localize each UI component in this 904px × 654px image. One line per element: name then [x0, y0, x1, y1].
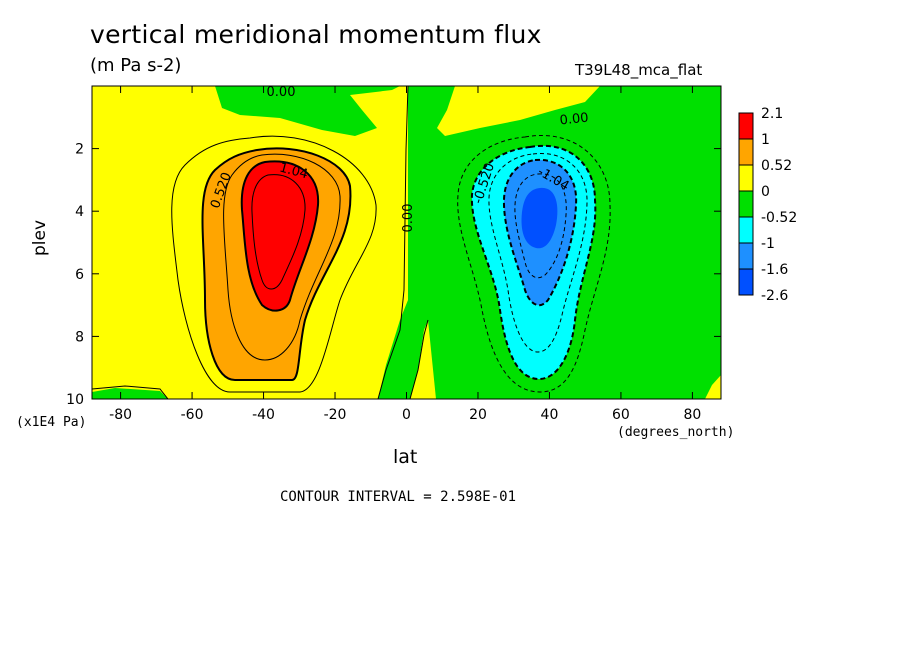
- contour-0.26: [171, 135, 377, 393]
- legend-swatch: [738, 216, 754, 244]
- legend-swatch: [738, 112, 754, 140]
- chart-units: (m Pa s-2): [90, 55, 182, 76]
- legend-label: 0.52: [761, 158, 792, 174]
- legend-swatch: [738, 190, 754, 218]
- positive-core-1: [241, 161, 319, 311]
- x-axis-label: lat: [393, 446, 418, 468]
- contour-0.520: [201, 147, 352, 381]
- x-tick-label: 40: [541, 407, 559, 423]
- contour-label: 0.00: [559, 111, 589, 129]
- contour-0.78: [223, 153, 341, 361]
- legend-swatch: [738, 138, 754, 166]
- northern-positive-patch: [437, 86, 600, 136]
- legend-label: -0.52: [761, 210, 797, 226]
- y-tick-label: 6: [75, 267, 84, 283]
- legend-label: -1: [761, 236, 775, 252]
- chart-title: vertical meridional momentum flux: [90, 20, 542, 49]
- legend-label: 1: [761, 132, 770, 148]
- contour-label: 1.04: [278, 160, 310, 182]
- contour-neg-0.26: [457, 135, 611, 393]
- x-axis-units: (degrees_north): [617, 425, 735, 440]
- x-tick-label: 20: [469, 407, 487, 423]
- x-tick-label: -20: [324, 407, 347, 423]
- equator-positive-strip: [410, 320, 436, 399]
- x-tick-label: -40: [252, 407, 275, 423]
- legend-swatch: [738, 242, 754, 270]
- legend-label: 2.1: [761, 106, 783, 122]
- contour-bottom-zero: [92, 385, 169, 399]
- x-axis: -80 -60 -40 -20 0 20 40 60 80: [109, 86, 701, 423]
- contour-1.04: [240, 160, 320, 312]
- contour-neg-1.04: [502, 158, 578, 307]
- x-tick-label: -80: [109, 407, 132, 423]
- contour-label: 0.00: [401, 204, 416, 233]
- contour-zero-equator: [377, 86, 409, 399]
- y-axis-units: (x1E4 Pa): [16, 415, 87, 430]
- plot-area: [92, 86, 721, 399]
- legend-label: -2.6: [761, 288, 788, 304]
- contour-label: 0.00: [267, 85, 296, 100]
- y-tick-label: 10: [66, 392, 84, 408]
- x-tick-label: 60: [612, 407, 630, 423]
- x-tick-label: -60: [181, 407, 204, 423]
- x-tick-label: 80: [683, 407, 701, 423]
- contour-zero-equator-b: [409, 319, 429, 399]
- y-tick-label: 4: [75, 204, 84, 220]
- contour-1.3: [251, 174, 306, 290]
- y-axis: 2 4 6 8 10: [66, 142, 721, 408]
- contour-interval: CONTOUR INTERVAL = 2.598E-01: [280, 489, 517, 505]
- legend-swatch: [738, 164, 754, 192]
- negative-core-1.6: [521, 187, 558, 249]
- southern-negative-patch: [215, 86, 400, 136]
- run-label: T39L48_mca_flat: [575, 61, 703, 79]
- y-tick-label: 8: [75, 329, 84, 345]
- northern-bottom-patch: [705, 375, 721, 399]
- y-tick-label: 2: [75, 142, 84, 158]
- contour-neg-1.3: [514, 173, 567, 279]
- legend-label: 0: [761, 184, 770, 200]
- x-tick-label: 0: [402, 407, 411, 423]
- contour-neg-0.78: [488, 153, 588, 353]
- color-legend: 2.1 1 0.52 0 -0.52 -1 -1.6 -2.6: [738, 106, 797, 304]
- contour-neg-0.520: [470, 144, 597, 381]
- legend-swatch: [738, 268, 754, 296]
- legend-label: -1.6: [761, 262, 788, 278]
- southern-bottom-patch: [92, 388, 168, 399]
